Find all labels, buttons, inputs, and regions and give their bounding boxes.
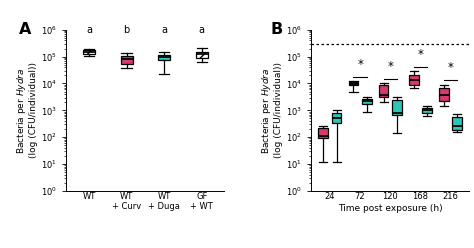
Bar [83,50,95,54]
Text: B: B [270,22,283,37]
Bar [379,85,389,97]
Bar [319,128,328,138]
Bar [422,108,432,113]
Bar [120,56,133,63]
Text: b: b [123,25,130,35]
Bar [332,113,341,123]
Bar [439,88,449,101]
Text: a: a [86,25,92,35]
Text: *: * [418,48,423,61]
Text: *: * [447,62,454,74]
X-axis label: Time post exposure (h): Time post exposure (h) [338,204,443,213]
Bar [409,75,419,85]
Bar [392,100,402,115]
Bar [362,99,372,103]
Bar [349,82,358,85]
Text: a: a [199,25,205,35]
Text: *: * [387,60,393,73]
Text: *: * [357,58,363,71]
Y-axis label: Bacteria per $\it{Hydra}$
(log (CFU/individual)): Bacteria per $\it{Hydra}$ (log (CFU/indi… [15,62,38,158]
Text: A: A [19,22,31,37]
Bar [452,117,462,130]
Bar [196,52,208,58]
Text: a: a [161,25,167,35]
Y-axis label: Bacteria per $\it{Hydra}$
(log (CFU/individual)): Bacteria per $\it{Hydra}$ (log (CFU/indi… [260,62,283,158]
Bar [158,55,170,60]
